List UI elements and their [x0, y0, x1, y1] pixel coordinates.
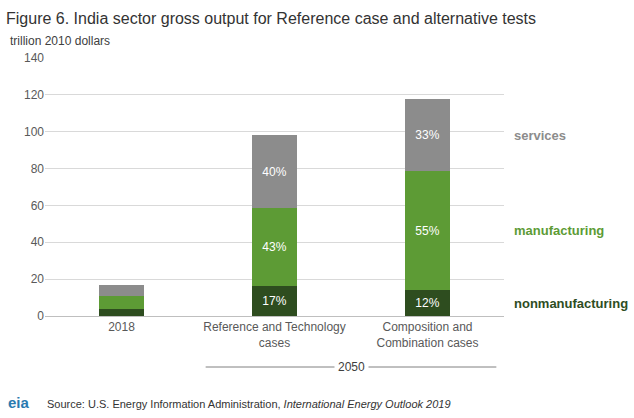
svg-text:nonmanufacturing: nonmanufacturing	[514, 296, 628, 311]
svg-text:services: services	[514, 128, 566, 143]
svg-text:17%: 17%	[262, 294, 286, 308]
svg-text:Reference and Technologycases: Reference and Technologycases	[203, 320, 346, 350]
svg-text:40: 40	[31, 235, 45, 249]
svg-text:Source: U.S. Energy Informatio: Source: U.S. Energy Information Administ…	[47, 398, 451, 410]
svg-text:2050: 2050	[338, 360, 365, 374]
svg-text:manufacturing: manufacturing	[514, 223, 604, 238]
svg-text:80: 80	[31, 162, 45, 176]
svg-text:40%: 40%	[262, 165, 286, 179]
svg-text:55%: 55%	[415, 224, 439, 238]
svg-text:12%: 12%	[415, 296, 439, 310]
svg-text:Figure 6. India sector gross o: Figure 6. India sector gross output for …	[6, 10, 536, 27]
svg-text:100: 100	[24, 125, 44, 139]
svg-text:140: 140	[24, 51, 44, 65]
svg-text:0: 0	[37, 309, 44, 323]
svg-text:60: 60	[31, 199, 45, 213]
svg-text:eia: eia	[8, 394, 30, 411]
svg-text:trillion 2010 dollars: trillion 2010 dollars	[10, 34, 110, 48]
svg-text:120: 120	[24, 88, 44, 102]
svg-text:2018: 2018	[108, 320, 135, 334]
svg-text:20: 20	[31, 272, 45, 286]
svg-text:33%: 33%	[415, 128, 439, 142]
svg-text:43%: 43%	[262, 240, 286, 254]
svg-text:Composition andCombination cas: Composition andCombination cases	[376, 320, 478, 350]
